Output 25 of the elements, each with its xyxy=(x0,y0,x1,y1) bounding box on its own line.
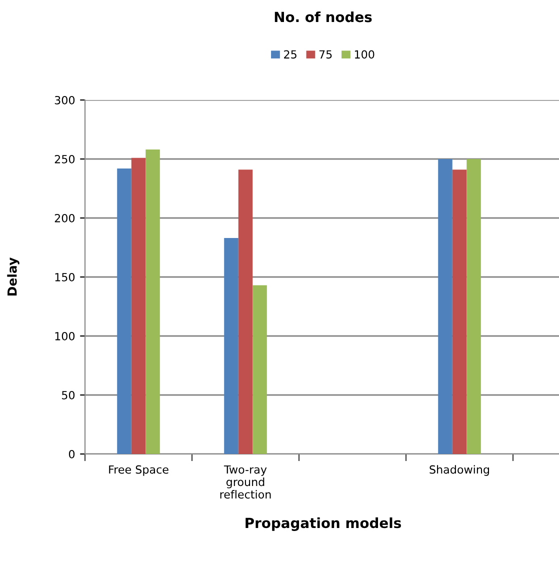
legend-label: 25 xyxy=(284,50,296,59)
bar xyxy=(438,159,452,454)
bar xyxy=(224,238,238,454)
bar xyxy=(466,159,481,454)
y-tick-label: 0 xyxy=(68,450,75,458)
y-axis-title: Delay xyxy=(7,258,20,296)
y-tick-label: 250 xyxy=(54,154,75,164)
bar xyxy=(117,168,132,454)
x-tick-label: Two-ray ground reflection xyxy=(220,465,271,499)
bar xyxy=(238,170,253,454)
bar xyxy=(452,170,467,454)
x-tick-label: Shadowing xyxy=(430,465,489,476)
y-tick-label: 50 xyxy=(62,390,75,400)
x-tick-label: Free Space xyxy=(109,465,168,476)
y-tick-label: 200 xyxy=(54,214,75,222)
legend-title: No. of nodes xyxy=(274,11,372,22)
bar xyxy=(146,150,160,454)
bar xyxy=(252,285,267,454)
bar xyxy=(131,158,146,454)
x-axis-title: Propagation models xyxy=(246,517,401,531)
y-tick-label: 100 xyxy=(55,332,75,340)
y-tick-label: 150 xyxy=(55,272,75,282)
y-tick-label: 300 xyxy=(54,96,75,104)
legend-label: 100 xyxy=(354,50,374,59)
legend-label: 75 xyxy=(319,50,332,59)
